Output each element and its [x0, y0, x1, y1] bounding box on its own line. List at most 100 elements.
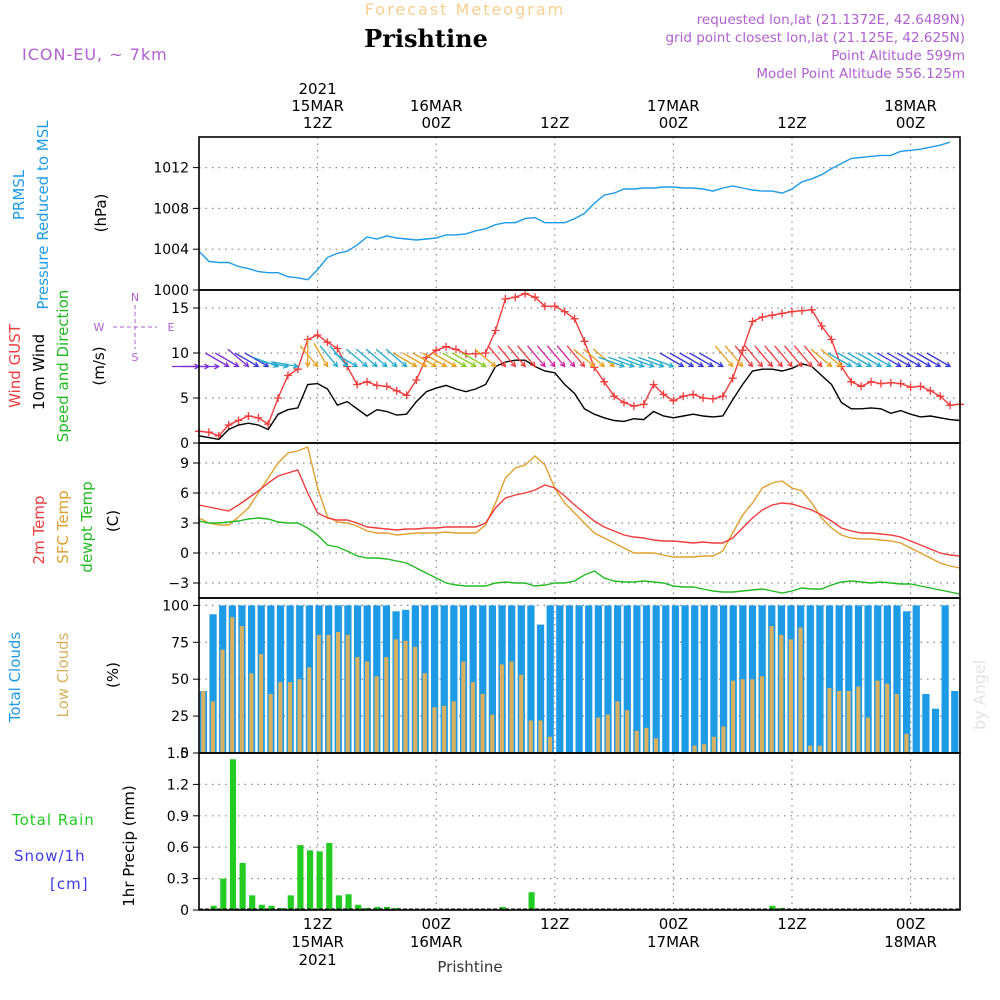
wind-barb-head	[678, 361, 685, 368]
wind-barb	[191, 363, 221, 370]
gust-marker	[708, 394, 717, 403]
rain-bar	[268, 905, 275, 910]
total-cloud-bar	[845, 605, 853, 753]
gust-marker	[204, 428, 213, 437]
wind-barb-shaft	[784, 345, 803, 367]
gust-marker	[679, 392, 688, 401]
total-cloud-bar	[903, 611, 911, 753]
wind-barb-shaft	[734, 345, 753, 367]
wind-barb	[556, 345, 576, 368]
top-tick-label: 00Z	[659, 114, 688, 132]
rain-bar	[297, 845, 304, 910]
wind-barb	[647, 356, 675, 368]
wind-barb	[926, 352, 952, 368]
total-cloud-bar	[719, 605, 728, 753]
bottom-tick-label: 16MAR	[410, 933, 463, 951]
wind-barb-shaft	[517, 345, 536, 367]
gust-marker	[610, 392, 619, 401]
wind-barb-head	[540, 361, 546, 368]
total-cloud-bar	[527, 605, 535, 753]
low-cloud-bar	[258, 654, 264, 753]
panel-frame	[198, 136, 961, 291]
label-10m-wind: 10m Wind	[30, 334, 48, 410]
sfc-temp-line	[198, 446, 961, 569]
gust-marker	[224, 421, 233, 429]
gust-marker	[639, 400, 648, 409]
total-cloud-bar	[209, 614, 217, 753]
gust-marker	[807, 305, 816, 314]
wind-barb-head	[530, 361, 536, 368]
wind-barb-shaft	[876, 352, 902, 368]
gust-marker	[254, 413, 263, 422]
low-cloud-bar	[422, 673, 427, 753]
compass-e: E	[168, 321, 175, 334]
low-cloud-bar	[413, 646, 418, 753]
wind-barb-shaft	[392, 352, 417, 368]
top-tick-label: 12Z	[540, 114, 569, 132]
y-tick-label: 10	[171, 346, 189, 362]
wind-barb-head	[559, 361, 566, 368]
wind-barb-shaft	[536, 345, 556, 367]
total-cloud-bar	[941, 605, 949, 753]
total-cloud-bar	[546, 605, 554, 753]
wind-barb	[906, 352, 932, 368]
wind-barb-shaft	[375, 348, 398, 367]
wind-barb	[299, 345, 319, 368]
model-label: ICON-EU, ~ 7km	[22, 45, 168, 64]
gust-marker	[491, 326, 500, 335]
gust-marker	[659, 390, 668, 399]
wind-barb-head	[579, 361, 586, 368]
wind-barb	[774, 345, 793, 368]
gust-marker	[718, 392, 727, 401]
wind-barb-head	[304, 361, 311, 368]
wind-barb	[896, 352, 922, 368]
wind-barb-shaft	[699, 352, 724, 368]
wind-barb	[422, 352, 448, 368]
total-cloud-bar	[662, 605, 670, 753]
gust-marker	[876, 379, 885, 388]
point-altitude: Point Altitude 599m	[831, 48, 965, 64]
wind-barb	[566, 345, 586, 368]
low-cloud-bar	[316, 634, 321, 753]
gust-marker	[501, 295, 510, 303]
wind-barb-shaft	[461, 352, 486, 368]
total-cloud-bar	[835, 605, 843, 753]
wind-barb-shaft	[271, 361, 298, 368]
wind-barb-shaft	[669, 352, 694, 368]
low-cloud-bar	[634, 730, 639, 753]
wind-barb-head	[609, 361, 616, 368]
rain-bar	[499, 906, 506, 910]
top-tick-label: 00Z	[422, 114, 451, 132]
low-cloud-bar	[750, 679, 755, 753]
wind-barb-head	[223, 361, 230, 368]
low-cloud-bar	[721, 726, 726, 753]
low-cloud-bar	[451, 701, 456, 753]
total-cloud-bar	[565, 605, 574, 753]
wind-barb-shaft	[432, 352, 457, 368]
y-tick-label: 1008	[153, 201, 189, 217]
wind-barb	[637, 356, 665, 368]
total-cloud-bar	[874, 605, 882, 753]
bottom-tick-label: 00Z	[896, 915, 925, 933]
gust-marker	[264, 420, 273, 429]
gust-marker	[244, 412, 253, 420]
wind-barb-head	[253, 361, 260, 368]
wind-barb	[857, 352, 883, 368]
wind-barb-shaft	[598, 356, 625, 368]
low-cloud-bar	[798, 627, 803, 753]
wind-barb	[916, 352, 942, 368]
top-tick-label: 2021	[299, 80, 337, 98]
total-cloud-bar	[594, 605, 602, 753]
wind-barb	[234, 352, 260, 368]
total-cloud-bar	[883, 605, 891, 753]
wind-barb-shaft	[810, 348, 832, 367]
y-tick-label: 1004	[153, 242, 189, 258]
wind-barb-shaft	[412, 352, 437, 368]
low-cloud-bar	[856, 686, 861, 753]
label-low-clouds: Low Clouds	[54, 632, 72, 717]
wind-barb	[365, 348, 388, 368]
wind-barb-head	[757, 361, 764, 368]
wind-barb-shaft	[847, 352, 872, 368]
wind-barb-shaft	[906, 352, 931, 368]
total-cloud-bar	[604, 605, 612, 753]
